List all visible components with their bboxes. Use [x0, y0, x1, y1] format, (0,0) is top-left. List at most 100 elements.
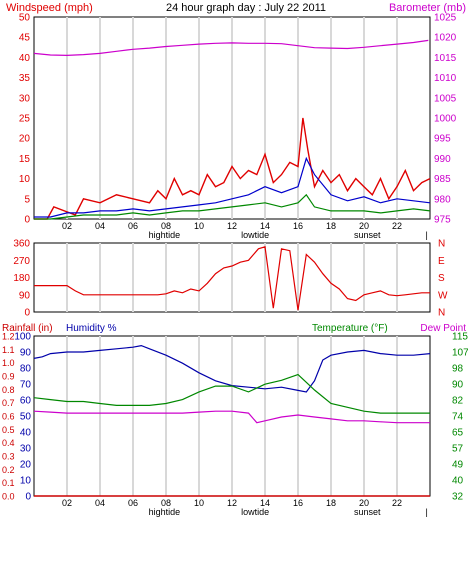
baro-y2tick-3: 990: [434, 154, 451, 165]
wind-ytick-9: 45: [19, 33, 31, 44]
temp-y2tick-0: 32: [452, 492, 464, 503]
humidity-axis-label: Humidity %: [66, 323, 117, 334]
rain-ytick-6: 0.6: [2, 412, 15, 422]
dir-compass-y2tick-2: S: [438, 273, 445, 284]
rain-ytick-0: 0.0: [2, 492, 15, 502]
wind-xtick-18: 18: [326, 221, 336, 231]
baro-y2tick-6: 1005: [434, 93, 457, 104]
hum-ytick-1: 10: [20, 476, 32, 487]
wind-xtick-22: 22: [392, 221, 402, 231]
clim-xtick-16: 16: [293, 498, 303, 508]
clim-xtick-02: 02: [62, 498, 72, 508]
temp-y2tick-3: 57: [452, 444, 464, 455]
rain-ytick-2: 0.2: [2, 465, 15, 475]
dewpoint-axis-label: Dew Point: [420, 323, 466, 334]
baro-y2tick-8: 1015: [434, 53, 457, 64]
clim-xlabel-2: sunset: [354, 507, 381, 517]
wind-xlabel-1: lowtide: [241, 230, 269, 240]
wind-ytick-2: 10: [19, 174, 31, 185]
direction-series: [34, 246, 430, 311]
wind-xlabel-0: hightide: [149, 230, 181, 240]
wind-xtick-10: 10: [194, 221, 204, 231]
dir-compass-y2tick-3: E: [438, 256, 445, 267]
rain-ytick-8: 0.8: [2, 385, 15, 395]
wind-series-barometer: [33, 39, 429, 57]
temp-y2tick-2: 49: [452, 460, 464, 471]
chart-title: 24 hour graph day : July 22 2011: [166, 2, 326, 14]
hum-ytick-0: 0: [25, 492, 31, 503]
dir-ytick-3: 270: [13, 256, 30, 267]
wind-ytick-1: 5: [24, 194, 30, 205]
rain-ytick-3: 0.3: [2, 452, 15, 462]
rain-ytick-12: 1.2: [2, 332, 15, 342]
baro-y2tick-2: 985: [434, 174, 451, 185]
hum-ytick-4: 40: [20, 428, 32, 439]
clim-xlabel-0: hightide: [149, 507, 181, 517]
wind-ytick-0: 0: [24, 215, 30, 226]
rain-ytick-11: 1.1: [2, 345, 15, 355]
wind-ytick-8: 40: [19, 53, 31, 64]
hum-ytick-9: 90: [20, 348, 32, 359]
dir-ytick-2: 180: [13, 273, 30, 284]
hum-ytick-2: 20: [20, 460, 32, 471]
wind-xtick-06: 06: [128, 221, 138, 231]
rain-ytick-4: 0.4: [2, 438, 15, 448]
dir-ytick-4: 360: [13, 239, 30, 250]
clim-xtick-10: 10: [194, 498, 204, 508]
rain-ytick-9: 0.9: [2, 372, 15, 382]
hum-ytick-10: 100: [14, 332, 31, 343]
hum-ytick-3: 30: [20, 444, 32, 455]
rain-ytick-10: 1.0: [2, 358, 15, 368]
rain-ytick-7: 0.7: [2, 398, 15, 408]
wind-ytick-6: 30: [19, 93, 31, 104]
clim-xtick-04: 04: [95, 498, 105, 508]
temp-axis-label: Temperature (°F): [312, 323, 388, 334]
baro-y2tick-5: 1000: [434, 114, 457, 125]
wind-xlabel-3: |: [426, 230, 428, 240]
temp-y2tick-4: 65: [452, 428, 464, 439]
wind-series-gust: [34, 117, 431, 220]
wind-ytick-7: 35: [19, 73, 31, 84]
clim-xtick-12: 12: [227, 498, 237, 508]
temp-y2tick-1: 40: [452, 476, 464, 487]
wind-ytick-10: 50: [19, 13, 31, 24]
wind-xtick-14: 14: [260, 221, 270, 231]
wind-xtick-20: 20: [359, 221, 369, 231]
temp-y2tick-6: 82: [452, 396, 464, 407]
wind-xtick-02: 02: [62, 221, 72, 231]
hum-ytick-7: 70: [20, 380, 32, 391]
wind-xtick-04: 04: [95, 221, 105, 231]
wind-ytick-4: 20: [19, 134, 31, 145]
dir-compass-y2tick-0: N: [438, 308, 445, 319]
temp-y2tick-8: 98: [452, 364, 464, 375]
wind-axis-label: Windspeed (mph): [6, 2, 93, 14]
baro-y2tick-1: 980: [434, 194, 451, 205]
wind-ytick-3: 15: [19, 154, 31, 165]
temp-y2tick-9: 107: [452, 348, 468, 359]
dir-compass-y2tick-1: W: [438, 290, 448, 301]
baro-y2tick-4: 995: [434, 134, 451, 145]
wind-xtick-08: 08: [161, 221, 171, 231]
clim-xtick-20: 20: [359, 498, 369, 508]
wind-ytick-5: 25: [19, 114, 31, 125]
clim-xlabel-3: |: [426, 507, 428, 517]
wind-xtick-12: 12: [227, 221, 237, 231]
rain-ytick-1: 0.1: [2, 478, 15, 488]
baro-y2tick-7: 1010: [434, 73, 457, 84]
clim-xtick-08: 08: [161, 498, 171, 508]
wind-series-average: [34, 156, 431, 218]
rain-ytick-5: 0.5: [2, 425, 15, 435]
clim-xtick-18: 18: [326, 498, 336, 508]
wind-xlabel-2: sunset: [354, 230, 381, 240]
rain-axis-label: Rainfall (in): [2, 323, 53, 334]
climate-series-temperature: [33, 373, 430, 414]
temp-y2tick-7: 90: [452, 380, 464, 391]
hum-ytick-5: 50: [20, 412, 32, 423]
baro-y2tick-9: 1020: [434, 33, 457, 44]
temp-y2tick-5: 74: [452, 412, 464, 423]
baro-y2tick-10: 1025: [434, 13, 457, 24]
hum-ytick-6: 60: [20, 396, 32, 407]
baro-y2tick-0: 975: [434, 215, 451, 226]
